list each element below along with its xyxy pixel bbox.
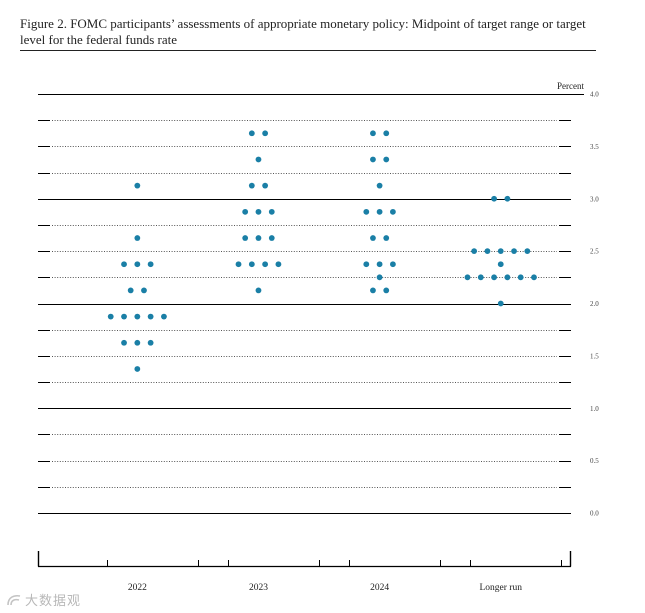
participant-dot <box>531 274 537 281</box>
participant-dot <box>134 261 141 268</box>
participant-dot <box>121 261 127 268</box>
participant-dot <box>134 182 141 189</box>
participant-dot <box>383 130 390 137</box>
participant-dot <box>524 248 531 255</box>
participant-dot <box>242 235 249 241</box>
participant-dot <box>471 248 478 255</box>
participant-dot <box>134 366 141 372</box>
participant-dot <box>255 287 262 294</box>
x-category-label-longer-run: Longer run <box>479 583 522 593</box>
participant-dot <box>248 182 255 189</box>
y-tick-label: 3.0 <box>590 195 599 203</box>
participant-dot <box>504 274 511 281</box>
participant-dot <box>484 248 491 255</box>
y-tick-label: 3.5 <box>590 143 599 151</box>
participant-dot <box>268 208 275 215</box>
participant-dot <box>248 261 255 268</box>
participant-dot <box>491 195 497 202</box>
participant-dot <box>497 300 504 307</box>
y-tick-labels: 0.0 0.5 1.0 1.5 2.0 2.5 3.0 3.5 4.0 <box>590 91 599 518</box>
participant-dot <box>147 313 154 320</box>
y-tick-label: 0.5 <box>590 457 599 465</box>
y-tick-label: 0.0 <box>590 510 599 518</box>
participant-dot <box>134 339 141 346</box>
participant-dot <box>147 261 154 268</box>
participant-dot <box>370 130 376 137</box>
x-category-labels: 2022 2023 2024 Longer run <box>128 583 522 593</box>
participant-dot <box>147 339 154 346</box>
y-tick-label: 2.5 <box>590 248 599 256</box>
participant-dot <box>383 156 390 163</box>
participant-dot <box>363 208 370 215</box>
participant-dot <box>504 195 511 202</box>
participant-dot <box>376 208 383 215</box>
participant-dot <box>370 235 376 241</box>
y-tick-label: 4.0 <box>590 91 599 99</box>
participant-dot <box>262 182 269 189</box>
participant-dot <box>242 208 249 215</box>
x-category-label-2023: 2023 <box>249 583 268 593</box>
participant-dot <box>370 287 376 294</box>
y-tick-label: 1.0 <box>590 405 599 413</box>
x-axis <box>37 551 572 568</box>
participant-dot <box>121 339 127 346</box>
participant-dot <box>370 156 376 163</box>
participant-dot <box>255 208 262 215</box>
participant-dot <box>517 274 524 281</box>
participant-dot <box>390 208 396 215</box>
participant-dot <box>127 287 134 294</box>
y-tick-label: 1.5 <box>590 352 599 360</box>
participant-dot <box>511 248 517 255</box>
participant-dot <box>262 261 269 268</box>
participant-dot <box>477 274 484 281</box>
y-tick-label: 2.0 <box>590 300 599 308</box>
participant-dot <box>255 235 262 241</box>
participant-dot <box>248 130 255 137</box>
participant-dot <box>383 235 390 241</box>
participant-dot <box>376 261 383 268</box>
participant-dot <box>363 261 370 268</box>
x-category-label-2024: 2024 <box>370 583 389 593</box>
participant-dots <box>107 130 537 372</box>
participant-dot <box>268 235 275 241</box>
participant-dot <box>464 274 471 281</box>
participant-dot <box>262 130 269 137</box>
participant-dot <box>376 274 383 281</box>
title-rule <box>20 50 596 51</box>
y-axis-label: Percent <box>557 81 584 91</box>
participant-dot <box>275 261 282 268</box>
participant-dot <box>390 261 396 268</box>
participant-dot <box>141 287 147 294</box>
watermark: 大数据观 <box>6 590 81 609</box>
participant-dot <box>376 182 383 189</box>
participant-dot <box>491 274 497 281</box>
watermark-text: 大数据观 <box>25 594 82 609</box>
participant-dot <box>161 313 167 320</box>
participant-dot <box>107 313 114 320</box>
participant-dot <box>383 287 390 294</box>
x-category-label-2022: 2022 <box>128 583 147 593</box>
figure-title: Figure 2. FOMC participants’ assessments… <box>20 16 586 47</box>
participant-dot <box>255 156 262 163</box>
participant-dot <box>497 248 504 255</box>
participant-dot <box>497 261 504 268</box>
watermark-logo-icon <box>7 594 21 606</box>
participant-dot <box>235 261 242 268</box>
participant-dot <box>121 313 127 320</box>
participant-dot <box>134 313 141 320</box>
participant-dot <box>134 235 141 241</box>
gridlines <box>38 94 584 514</box>
